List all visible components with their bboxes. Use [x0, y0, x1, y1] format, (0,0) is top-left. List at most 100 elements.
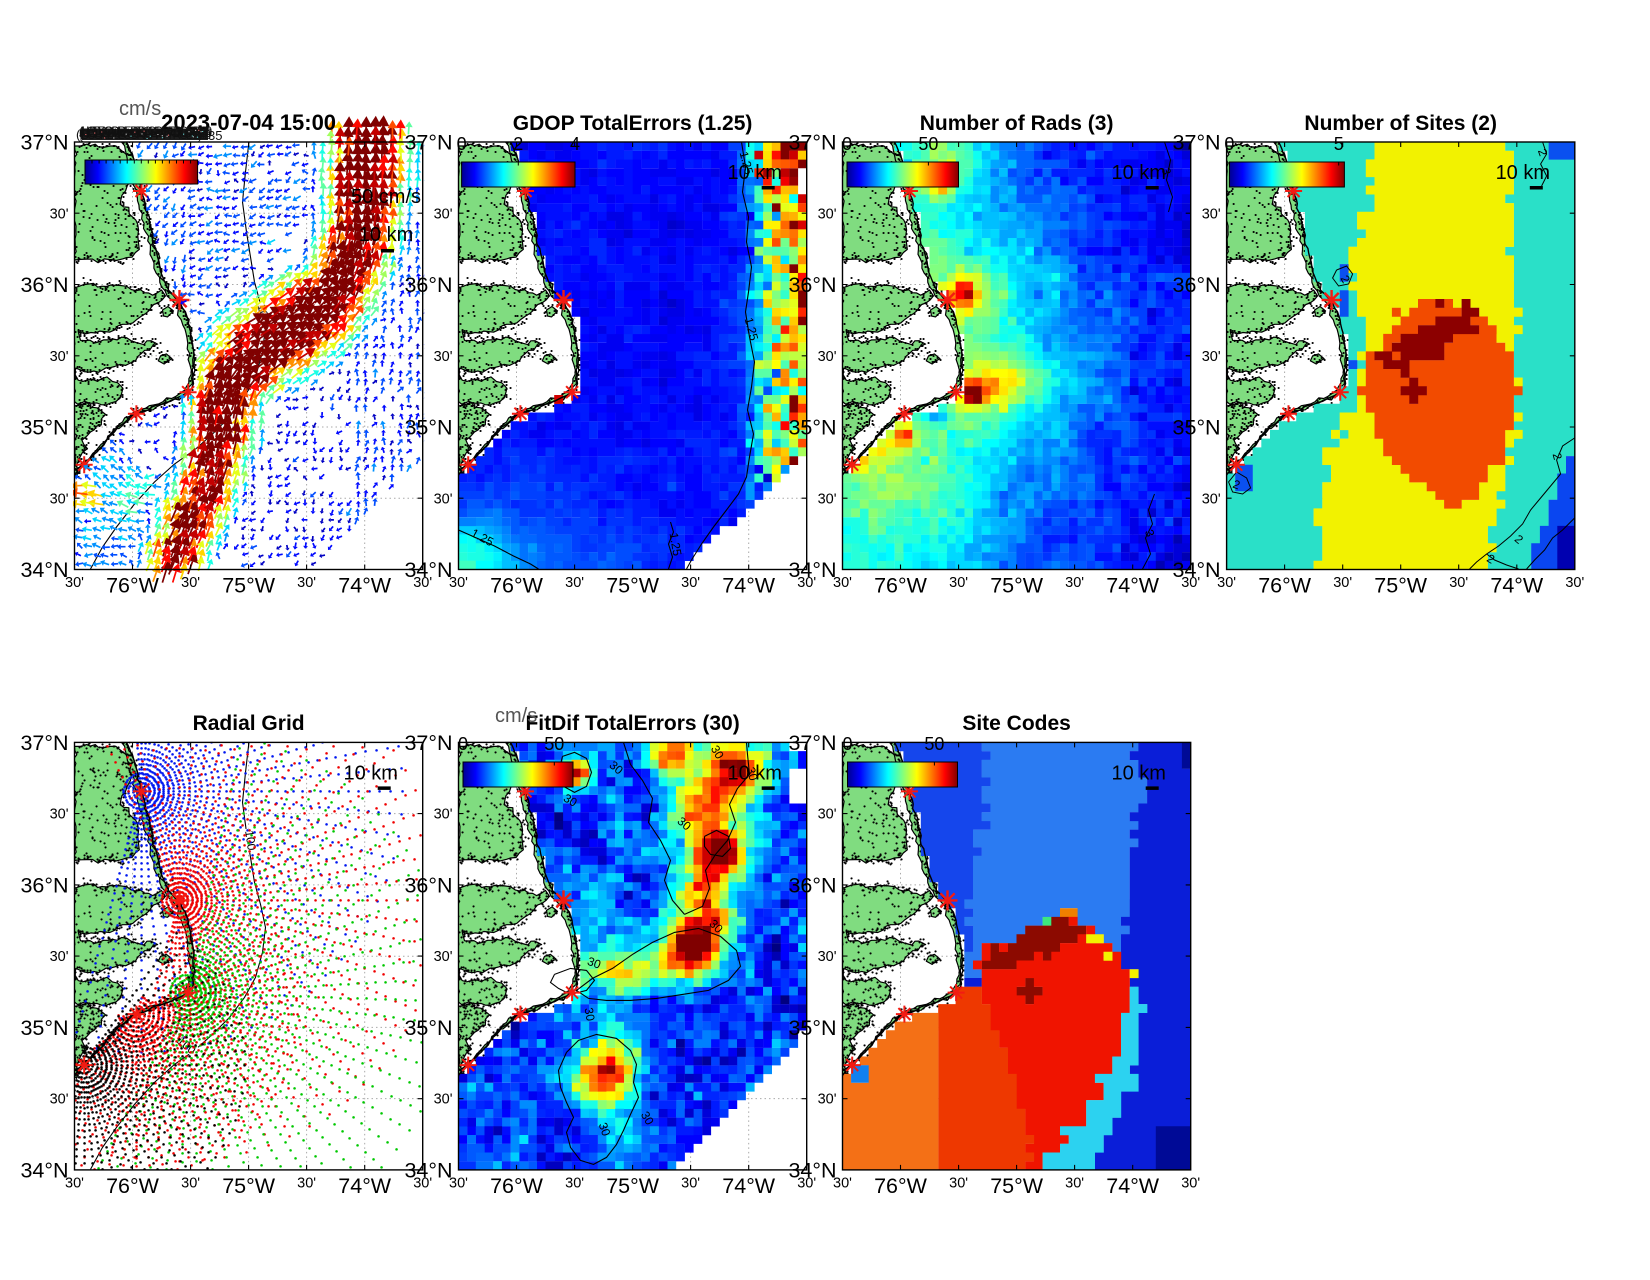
svg-text:76°W: 76°W: [106, 574, 160, 598]
svg-text:FitDif TotalErrors (30): FitDif TotalErrors (30): [525, 712, 739, 735]
svg-text:5: 5: [1334, 134, 1344, 154]
svg-text:30': 30': [1202, 349, 1221, 365]
svg-text:30': 30': [449, 575, 468, 591]
svg-text:30': 30': [833, 1175, 852, 1191]
svg-text:30: 30: [708, 743, 727, 762]
svg-text:37°N: 37°N: [404, 731, 452, 755]
svg-text:76°W: 76°W: [106, 1174, 160, 1198]
svg-text:30': 30': [1449, 575, 1468, 591]
svg-text:36°N: 36°N: [788, 273, 836, 297]
svg-text:30': 30': [434, 206, 453, 222]
svg-text:(CORE HATY RODB DUCK LISL)30: (CORE HATY RODB DUCK LISL)30: [80, 126, 212, 140]
svg-text:75°W: 75°W: [606, 574, 660, 598]
svg-text:74°W: 74°W: [722, 1174, 776, 1198]
svg-text:37°N: 37°N: [20, 131, 68, 155]
svg-text:30': 30': [1065, 1175, 1084, 1191]
svg-text:30': 30': [1181, 575, 1200, 591]
svg-text:50: 50: [924, 734, 944, 754]
svg-text:30': 30': [50, 206, 69, 222]
svg-text:2: 2: [513, 134, 523, 154]
svg-text:74°W: 74°W: [338, 574, 392, 598]
svg-text:30': 30': [565, 575, 584, 591]
svg-text:30': 30': [297, 1175, 316, 1191]
svg-text:30': 30': [1217, 575, 1236, 591]
svg-text:35°N: 35°N: [1173, 416, 1221, 440]
svg-text:10 km: 10 km: [1111, 162, 1165, 184]
svg-text:50: 50: [918, 134, 938, 154]
svg-text:(: (: [76, 127, 81, 142]
svg-text:35: 35: [208, 128, 222, 143]
svg-text:36°N: 36°N: [1173, 273, 1221, 297]
svg-text:GDOP TotalErrors (1.25): GDOP TotalErrors (1.25): [513, 112, 753, 135]
svg-text:75°W: 75°W: [1374, 574, 1428, 598]
svg-text:75°W: 75°W: [222, 574, 276, 598]
svg-text:30': 30': [565, 1175, 584, 1191]
svg-text:30': 30': [50, 491, 69, 507]
svg-text:1.25: 1.25: [742, 316, 762, 342]
svg-text:30': 30': [449, 1175, 468, 1191]
svg-text:76°W: 76°W: [490, 1174, 544, 1198]
svg-text:2: 2: [1231, 477, 1242, 493]
svg-text:Radial Grid: Radial Grid: [193, 712, 305, 735]
svg-text:(LISL RODB HATY CORE DUCK}20: (LISL RODB HATY CORE DUCK}20: [80, 124, 212, 138]
svg-text:76°W: 76°W: [874, 574, 928, 598]
svg-text:1.25: 1.25: [737, 150, 757, 176]
svg-text:37°N: 37°N: [20, 731, 68, 755]
svg-text:30': 30': [818, 491, 837, 507]
svg-text:30': 30': [949, 575, 968, 591]
svg-text:Number of Sites (2): Number of Sites (2): [1304, 112, 1497, 135]
svg-text:10 km: 10 km: [727, 162, 781, 184]
svg-text:30': 30': [413, 575, 432, 591]
svg-text:36°N: 36°N: [404, 873, 452, 897]
svg-text:30: 30: [638, 1109, 657, 1128]
svg-text:cm/s: cm/s: [495, 705, 537, 727]
svg-text:30: 30: [585, 954, 603, 972]
svg-text:{DUCK LISL CORE HATY RODB)15: {DUCK LISL CORE HATY RODB)15: [79, 128, 211, 142]
svg-text:30': 30': [181, 1175, 200, 1191]
svg-text:(RODB DUCK LISL HATY CORE)35: (RODB DUCK LISL HATY CORE)35: [79, 126, 211, 140]
svg-text:4: 4: [570, 134, 580, 154]
svg-text:34°N: 34°N: [788, 558, 836, 582]
svg-text:74°W: 74°W: [722, 574, 776, 598]
svg-text:37°N: 37°N: [788, 131, 836, 155]
svg-text:35°N: 35°N: [788, 1016, 836, 1040]
svg-text:30': 30': [818, 349, 837, 365]
svg-text:76°W: 76°W: [1258, 574, 1312, 598]
svg-text:30': 30': [434, 949, 453, 965]
svg-text:0: 0: [458, 734, 468, 754]
svg-text:10 km: 10 km: [343, 762, 397, 784]
svg-text:30': 30': [1202, 491, 1221, 507]
svg-text:Number of Rads (3): Number of Rads (3): [920, 112, 1114, 135]
svg-text:30': 30': [1565, 575, 1584, 591]
svg-text:30': 30': [818, 949, 837, 965]
svg-text:75°W: 75°W: [990, 574, 1044, 598]
svg-text:37°N: 37°N: [788, 731, 836, 755]
svg-text:30': 30': [797, 1175, 816, 1191]
svg-text:34°N: 34°N: [404, 1158, 452, 1182]
svg-text:75°W: 75°W: [606, 1174, 660, 1198]
svg-text:30': 30': [50, 1092, 69, 1108]
svg-text:34°N: 34°N: [1173, 558, 1221, 582]
svg-text:36°N: 36°N: [404, 273, 452, 297]
svg-text:0: 0: [842, 134, 852, 154]
svg-text:3: 3: [1142, 528, 1158, 539]
svg-text:(HATY CORE DUCK LISL RODB)25: (HATY CORE DUCK LISL RODB)25: [79, 124, 211, 138]
svg-text:0: 0: [457, 134, 467, 154]
svg-text:2: 2: [1550, 451, 1565, 461]
svg-text:35°N: 35°N: [20, 1016, 68, 1040]
svg-text:10 km: 10 km: [1111, 762, 1165, 784]
svg-text:30': 30': [297, 575, 316, 591]
svg-text:30': 30': [1065, 575, 1084, 591]
svg-text:30: 30: [561, 791, 580, 810]
svg-text:30': 30': [949, 1175, 968, 1191]
svg-text:30': 30': [50, 949, 69, 965]
svg-text:34°N: 34°N: [788, 1158, 836, 1182]
svg-text:36°N: 36°N: [788, 873, 836, 897]
svg-text:37°N: 37°N: [404, 131, 452, 155]
svg-text:37°N: 37°N: [1173, 131, 1221, 155]
svg-text:1.25: 1.25: [667, 532, 685, 558]
svg-text:30: 30: [596, 1121, 614, 1139]
svg-text:36°N: 36°N: [20, 273, 68, 297]
svg-text:30': 30': [434, 1092, 453, 1108]
svg-text:30': 30': [434, 491, 453, 507]
